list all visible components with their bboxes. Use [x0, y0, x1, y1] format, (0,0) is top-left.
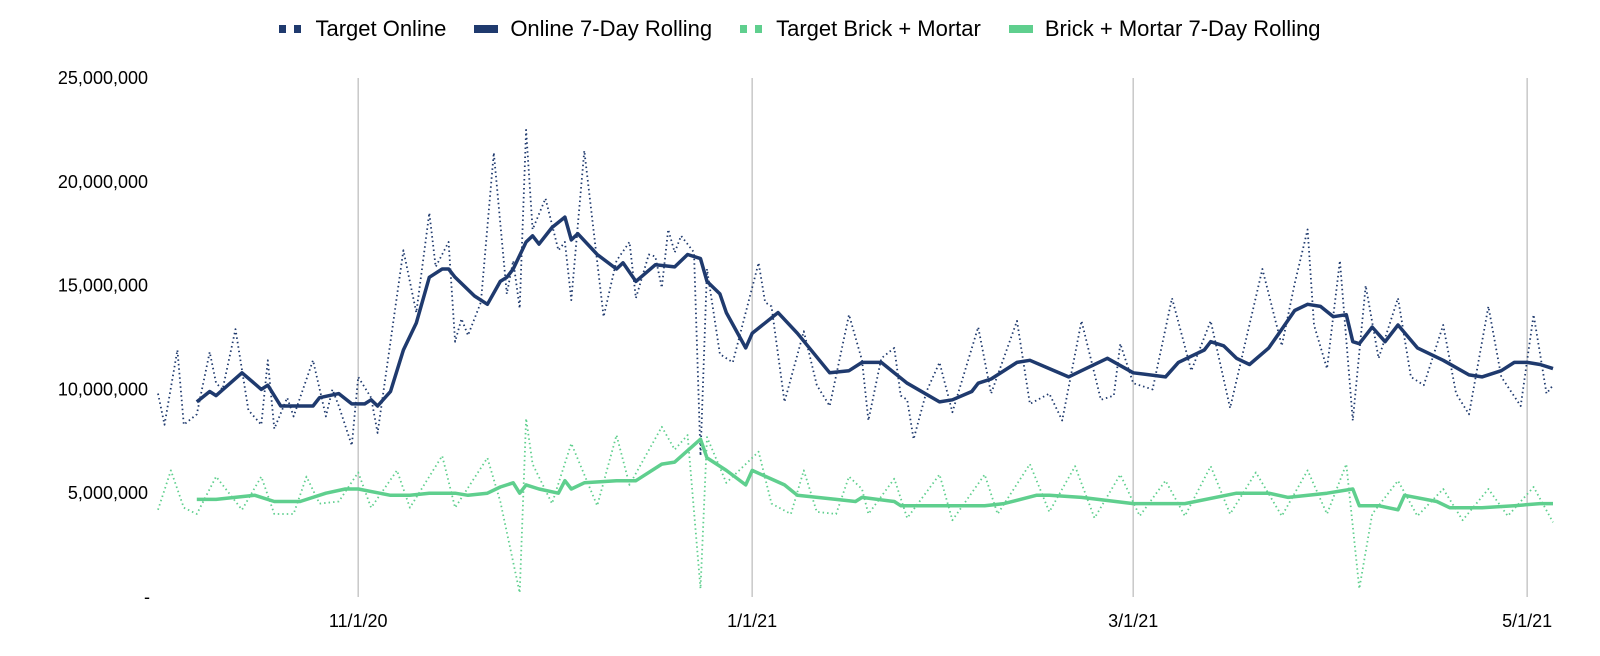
legend: Target Online Online 7-Day Rolling Targe…	[0, 16, 1600, 42]
series-line-online-7-day-rolling	[195, 215, 1554, 408]
legend-item-target-brick-mortar[interactable]: Target Brick + Mortar	[740, 16, 981, 42]
x-tick-label: 5/1/21	[1502, 611, 1552, 631]
x-tick-label: 3/1/21	[1108, 611, 1158, 631]
series-lines	[157, 129, 1554, 594]
legend-label: Brick + Mortar 7-Day Rolling	[1044, 16, 1321, 41]
legend-label: Online 7-Day Rolling	[510, 16, 713, 41]
y-tick-label: 15,000,000	[58, 276, 148, 296]
series-line-target-brick-mortar	[157, 417, 1554, 594]
legend-item-online-rolling[interactable]: Online 7-Day Rolling	[474, 16, 712, 42]
y-axis-ticks: - 5,000,000 10,000,000 15,000,000 20,000,000…	[58, 68, 150, 607]
x-tick-label: 11/1/20	[329, 611, 388, 631]
y-tick-label: 20,000,000	[58, 172, 148, 192]
x-axis-ticks: 11/1/20 1/1/21 3/1/21 5/1/21	[329, 611, 1552, 631]
legend-item-brick-mortar-rolling[interactable]: Brick + Mortar 7-Day Rolling	[1008, 16, 1321, 42]
legend-label: Target Brick + Mortar	[776, 16, 981, 41]
y-tick-label: 10,000,000	[58, 379, 148, 399]
dotted-line-swatch-icon	[740, 25, 764, 33]
solid-line-swatch-icon	[474, 25, 499, 33]
dotted-line-swatch-icon	[279, 25, 303, 33]
x-tick-label: 1/1/21	[727, 611, 777, 631]
solid-line-swatch-icon	[1008, 25, 1033, 33]
y-tick-label: 25,000,000	[58, 68, 148, 88]
legend-item-target-online[interactable]: Target Online	[279, 16, 446, 42]
y-tick-label: -	[144, 587, 150, 607]
series-line-brick-mortar-7-day-rolling	[196, 437, 1553, 512]
y-tick-label: 5,000,000	[68, 483, 148, 503]
legend-label: Target Online	[315, 16, 447, 41]
series-line-target-online	[157, 129, 1554, 457]
